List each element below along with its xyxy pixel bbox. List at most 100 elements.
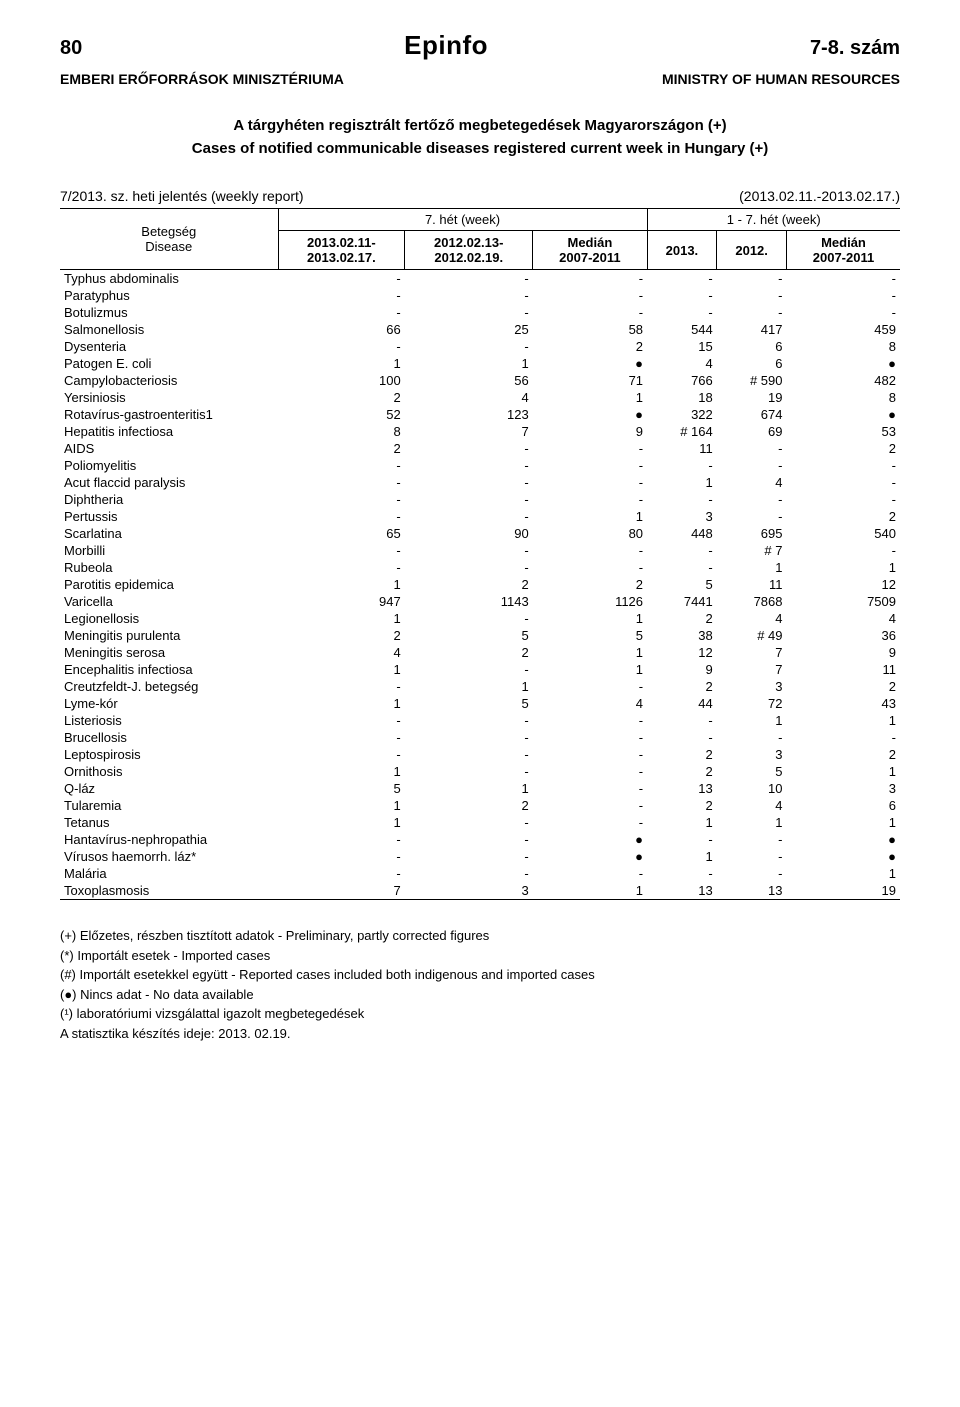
value-cell: 80	[533, 525, 647, 542]
ministry-hu: EMBERI ERŐFORRÁSOK MINISZTÉRIUMA	[60, 71, 344, 87]
disease-cell: Ornithosis	[60, 763, 278, 780]
table-row: Salmonellosis662558544417459	[60, 321, 900, 338]
value-cell: 52	[278, 406, 405, 423]
value-cell: 56	[405, 372, 533, 389]
value-cell: -	[533, 542, 647, 559]
footnote-sup1: (¹) laboratóriumi vizsgálattal igazolt m…	[60, 1004, 900, 1024]
table-row: Botulizmus------	[60, 304, 900, 321]
table-row: Rotavírus-gastroenteritis152123●322674●	[60, 406, 900, 423]
disease-cell: Salmonellosis	[60, 321, 278, 338]
value-cell: 1	[278, 814, 405, 831]
value-cell: ●	[787, 831, 901, 848]
value-cell: 947	[278, 593, 405, 610]
value-cell: 1	[533, 661, 647, 678]
table-row: Varicella94711431126744178687509	[60, 593, 900, 610]
value-cell: ●	[533, 831, 647, 848]
value-cell: 6	[717, 355, 787, 372]
title-block: A tárgyhéten regisztrált fertőző megbete…	[60, 115, 900, 160]
value-cell: -	[278, 491, 405, 508]
value-cell: -	[405, 542, 533, 559]
value-cell: 11	[647, 440, 717, 457]
disease-cell: Parotitis epidemica	[60, 576, 278, 593]
disease-cell: Poliomyelitis	[60, 457, 278, 474]
value-cell: 3	[647, 508, 717, 525]
table-row: Campylobacteriosis1005671766# 590482	[60, 372, 900, 389]
value-cell: -	[405, 746, 533, 763]
value-cell: -	[405, 304, 533, 321]
table-row: Acut flaccid paralysis---14-	[60, 474, 900, 491]
value-cell: 1	[405, 678, 533, 695]
disease-cell: Diphtheria	[60, 491, 278, 508]
value-cell: 1	[787, 814, 901, 831]
value-cell: 1	[533, 644, 647, 661]
footnote-date: A statisztika készítés ideje: 2013. 02.1…	[60, 1024, 900, 1044]
value-cell: -	[405, 729, 533, 746]
table-row: Parotitis epidemica12251112	[60, 576, 900, 593]
value-cell: 43	[787, 695, 901, 712]
value-cell: 4	[278, 644, 405, 661]
value-cell: 766	[647, 372, 717, 389]
table-row: Yersiniosis24118198	[60, 389, 900, 406]
ministry-line: EMBERI ERŐFORRÁSOK MINISZTÉRIUMA MINISTR…	[60, 71, 900, 87]
col1-line2: 2013.02.17.	[307, 250, 376, 265]
col6-line2: 2007-2011	[813, 250, 874, 265]
value-cell: # 590	[717, 372, 787, 389]
value-cell: -	[405, 610, 533, 627]
table-row: Brucellosis------	[60, 729, 900, 746]
disease-cell: Hepatitis infectiosa	[60, 423, 278, 440]
table-row: Encephalitis infectiosa1-19711	[60, 661, 900, 678]
value-cell: 1	[787, 865, 901, 882]
value-cell: -	[278, 474, 405, 491]
value-cell: 1	[405, 355, 533, 372]
value-cell: -	[533, 559, 647, 576]
value-cell: -	[278, 508, 405, 525]
value-cell: -	[405, 287, 533, 304]
footnote-dot: (●) Nincs adat - No data available	[60, 985, 900, 1005]
value-cell: 69	[717, 423, 787, 440]
value-cell: 25	[405, 321, 533, 338]
value-cell: -	[647, 542, 717, 559]
value-cell: -	[647, 304, 717, 321]
disease-cell: Vírusos haemorrh. láz*	[60, 848, 278, 865]
disease-cell: Meningitis serosa	[60, 644, 278, 661]
value-cell: -	[278, 746, 405, 763]
value-cell: 5	[717, 763, 787, 780]
value-cell: 3	[787, 780, 901, 797]
value-cell: 1	[717, 712, 787, 729]
value-cell: -	[278, 287, 405, 304]
disease-cell: Pertussis	[60, 508, 278, 525]
value-cell: 448	[647, 525, 717, 542]
table-row: Poliomyelitis------	[60, 457, 900, 474]
value-cell: -	[787, 474, 901, 491]
value-cell: # 164	[647, 423, 717, 440]
value-cell: 1	[533, 882, 647, 900]
value-cell: -	[405, 763, 533, 780]
value-cell: ●	[787, 848, 901, 865]
disease-cell: Rubeola	[60, 559, 278, 576]
value-cell: -	[278, 678, 405, 695]
value-cell: -	[278, 338, 405, 355]
value-cell: 13	[647, 780, 717, 797]
value-cell: 1	[278, 661, 405, 678]
value-cell: -	[717, 287, 787, 304]
ministry-en: MINISTRY OF HUMAN RESOURCES	[662, 71, 900, 87]
value-cell: 1	[278, 355, 405, 372]
value-cell: 8	[787, 389, 901, 406]
table-row: Hantavírus-nephropathia--●--●	[60, 831, 900, 848]
value-cell: 19	[787, 882, 901, 900]
value-cell: -	[533, 865, 647, 882]
value-cell: -	[717, 508, 787, 525]
disease-cell: Meningitis purulenta	[60, 627, 278, 644]
rowhead-line2: Disease	[145, 239, 192, 254]
value-cell: 7868	[717, 593, 787, 610]
value-cell: 7509	[787, 593, 901, 610]
table-row: Paratyphus------	[60, 287, 900, 304]
value-cell: 6	[717, 338, 787, 355]
value-cell: 2	[647, 746, 717, 763]
disease-cell: Brucellosis	[60, 729, 278, 746]
table-row: Diphtheria------	[60, 491, 900, 508]
value-cell: 1	[533, 508, 647, 525]
value-cell: -	[533, 729, 647, 746]
value-cell: -	[405, 712, 533, 729]
value-cell: -	[533, 287, 647, 304]
